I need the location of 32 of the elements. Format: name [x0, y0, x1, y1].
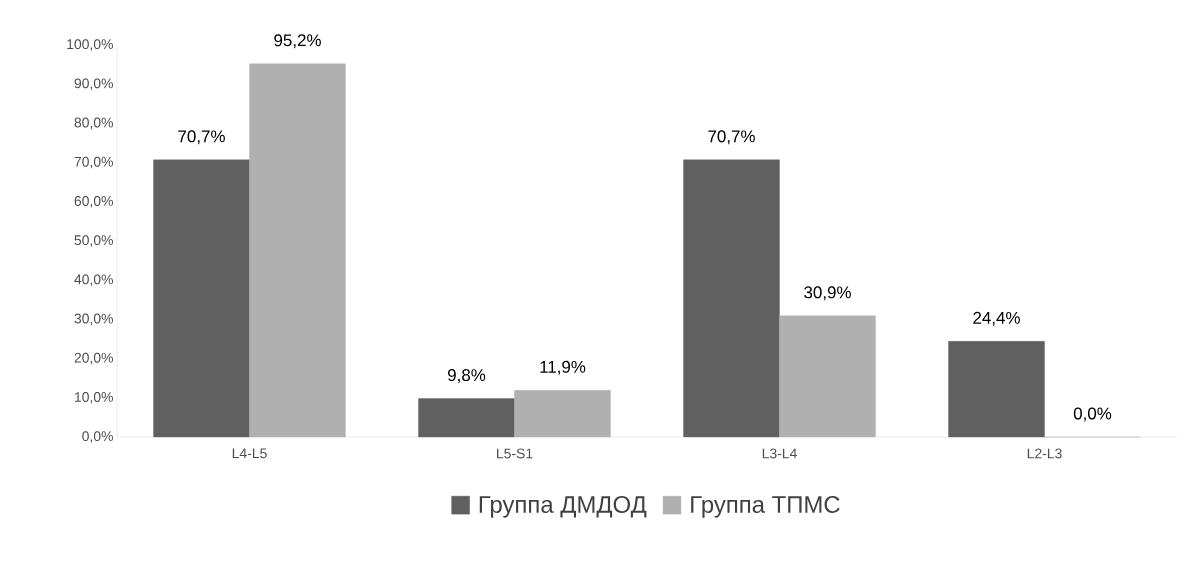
bar [418, 398, 515, 438]
y-tick-label: 100,0% [67, 39, 113, 51]
x-tick-label: L3-L4 [762, 448, 797, 459]
y-tick-label: 0,0% [82, 431, 113, 443]
bar [153, 159, 250, 438]
data-label: 9,8% [448, 369, 486, 384]
y-tick-label: 80,0% [74, 117, 113, 130]
bar [514, 390, 611, 438]
x-tick-label: L4-L5 [232, 448, 267, 459]
bar [249, 63, 346, 438]
legend-label: Группа ТПМС [691, 496, 840, 518]
data-label: 0,0% [1073, 407, 1112, 422]
y-tick-label: 10,0% [75, 392, 113, 404]
legend-label: Группа ДМДОД [479, 496, 647, 518]
data-label: 70,7% [178, 130, 225, 145]
data-label: 70,7% [708, 130, 755, 145]
data-label: 30,9% [804, 286, 851, 301]
y-tick-label: 50,0% [74, 235, 113, 247]
bar [948, 341, 1045, 438]
y-tick-label: 40,0% [74, 274, 113, 286]
data-label: 95,2% [274, 34, 321, 49]
y-tick-label: 70,0% [74, 156, 113, 169]
x-tick-label: L2-L3 [1027, 448, 1062, 459]
bar [683, 159, 780, 438]
y-tick-label: 60,0% [74, 196, 113, 208]
y-tick-label: 30,0% [74, 313, 113, 326]
data-label: 11,9% [540, 360, 586, 375]
data-label: 24,4% [973, 311, 1020, 326]
bar [779, 315, 876, 438]
x-tick-label: L5-S1 [497, 448, 533, 459]
y-tick-label: 20,0% [74, 352, 113, 365]
y-tick-label: 90,0% [74, 78, 113, 90]
